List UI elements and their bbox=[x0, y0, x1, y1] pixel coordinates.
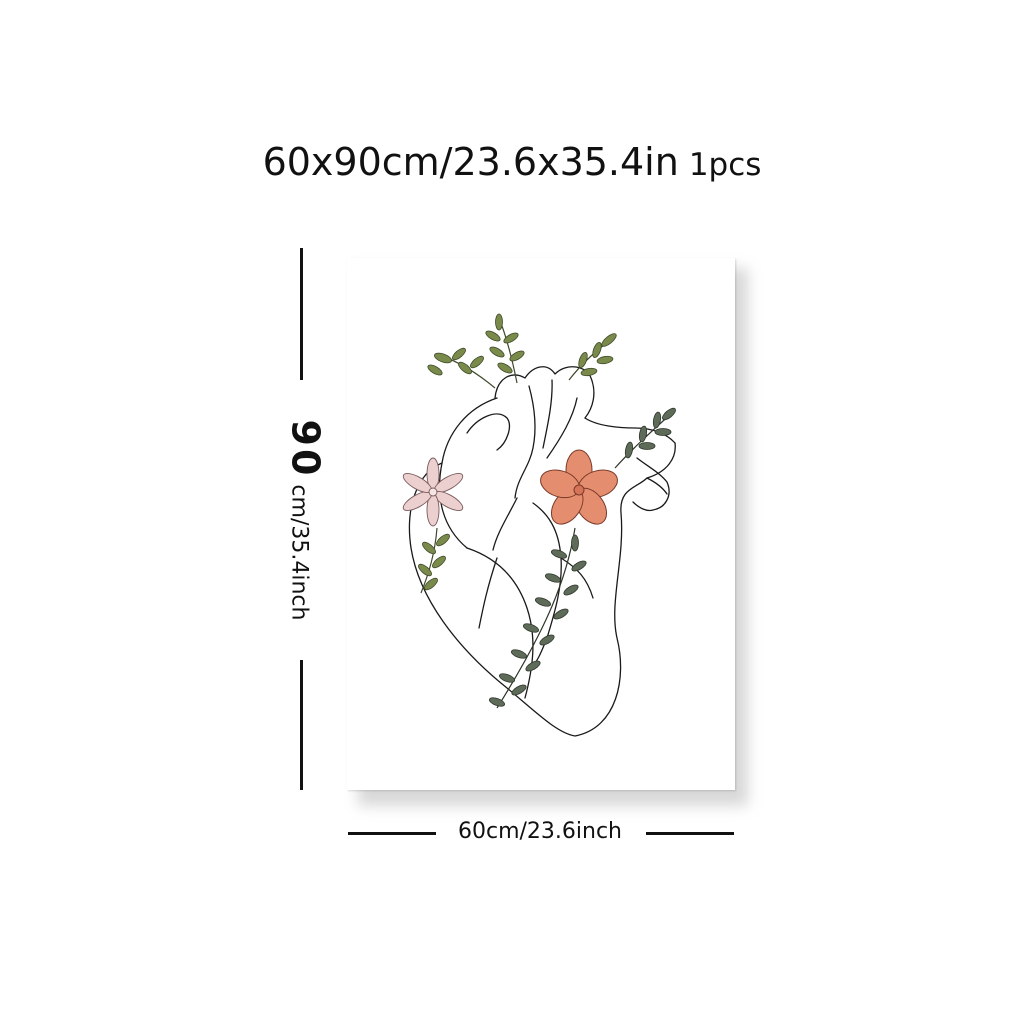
canvas-print bbox=[347, 258, 735, 790]
height-dimension-line-bottom bbox=[300, 660, 303, 790]
height-unit: cm/35.4inch bbox=[286, 484, 312, 621]
width-dimension-label: 60cm/23.6inch bbox=[457, 819, 622, 844]
heart-flower-artwork bbox=[402, 313, 676, 737]
width-dimension-line-right bbox=[646, 832, 734, 835]
leaf-vine-center bbox=[488, 527, 587, 709]
leaf-sprig-right bbox=[614, 407, 676, 469]
coral-flower bbox=[540, 449, 618, 525]
height-value: 90 bbox=[283, 419, 328, 479]
quantity-text: 1pcs bbox=[688, 147, 762, 183]
width-dimension-line-left bbox=[348, 832, 436, 835]
leaf-vine-left bbox=[418, 527, 450, 594]
height-dimension-line-top bbox=[300, 248, 303, 380]
leaf-sprigs-top bbox=[427, 313, 617, 389]
size-text: 60x90cm/23.6x35.4in bbox=[262, 140, 679, 184]
heart-outline bbox=[408, 366, 676, 737]
height-dimension-label: 90 cm/35.4inch bbox=[284, 420, 328, 621]
product-size-title: 60x90cm/23.6x35.4in 1pcs bbox=[0, 138, 1024, 189]
pink-flower bbox=[402, 457, 464, 527]
